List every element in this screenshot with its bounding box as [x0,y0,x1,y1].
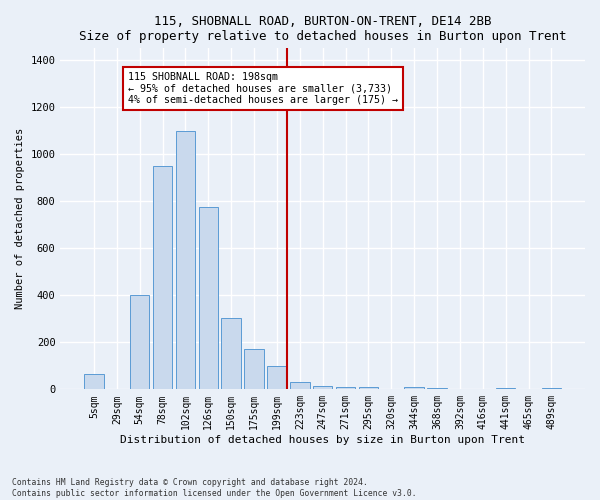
Bar [244,350,264,390]
Bar [267,366,287,390]
Bar [153,166,172,390]
Bar [199,207,218,390]
Bar [130,296,149,390]
Bar [313,386,332,390]
Bar [221,318,241,390]
Bar [496,388,515,390]
Y-axis label: Number of detached properties: Number of detached properties [15,128,25,310]
X-axis label: Distribution of detached houses by size in Burton upon Trent: Distribution of detached houses by size … [120,435,525,445]
Text: 115 SHOBNALL ROAD: 198sqm
← 95% of detached houses are smaller (3,733)
4% of sem: 115 SHOBNALL ROAD: 198sqm ← 95% of detac… [128,72,398,105]
Bar [84,374,104,390]
Bar [290,382,310,390]
Bar [359,387,378,390]
Bar [176,130,195,390]
Bar [427,388,447,390]
Bar [542,388,561,390]
Bar [404,387,424,390]
Text: Contains HM Land Registry data © Crown copyright and database right 2024.
Contai: Contains HM Land Registry data © Crown c… [12,478,416,498]
Bar [336,387,355,390]
Title: 115, SHOBNALL ROAD, BURTON-ON-TRENT, DE14 2BB
Size of property relative to detac: 115, SHOBNALL ROAD, BURTON-ON-TRENT, DE1… [79,15,566,43]
